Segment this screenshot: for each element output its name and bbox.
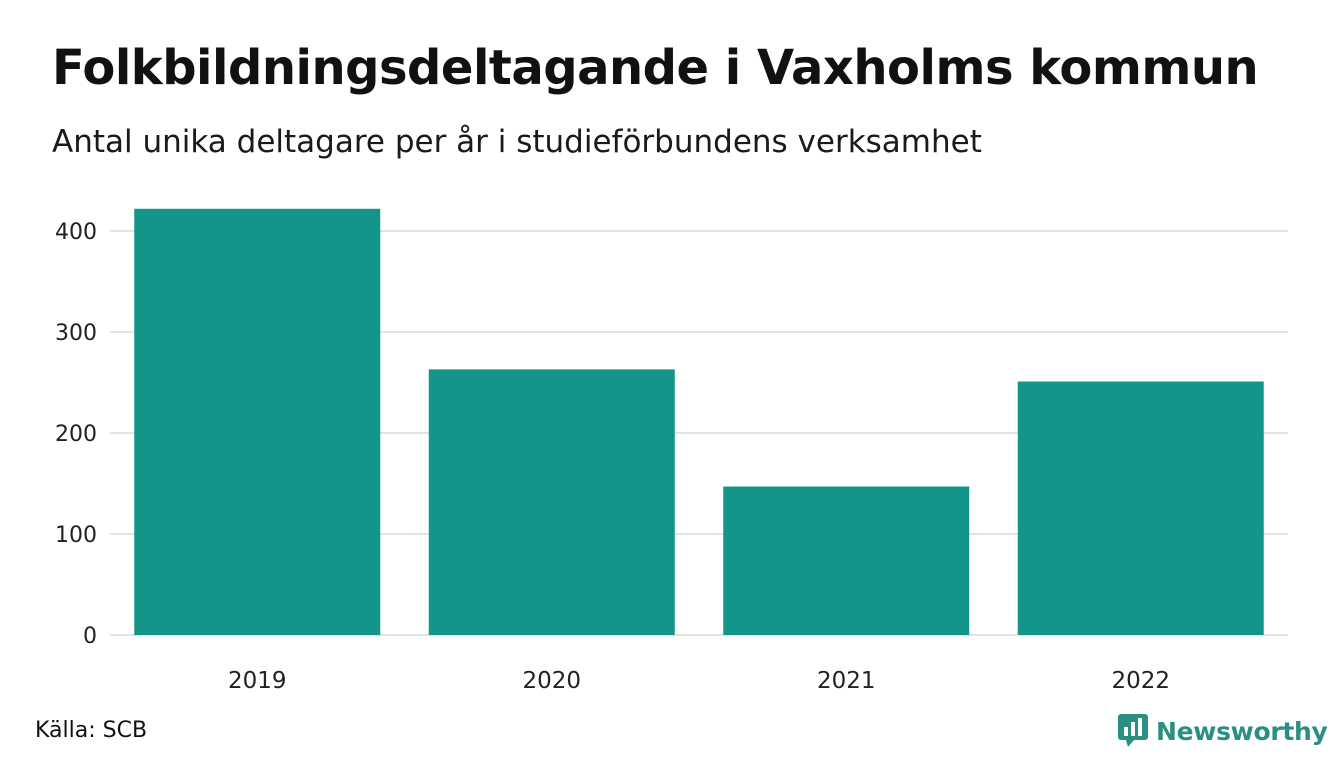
x-tick-label: 2022 bbox=[1111, 668, 1170, 694]
brand-name: Newsworthy bbox=[1156, 716, 1328, 746]
chart-subtitle: Antal unika deltagare per år i studieför… bbox=[52, 124, 982, 160]
y-tick-label: 400 bbox=[55, 220, 97, 245]
chart-title: Folkbildningsdeltagande i Vaxholms kommu… bbox=[52, 40, 1259, 96]
bar-2021 bbox=[723, 486, 970, 635]
bar-2019 bbox=[134, 208, 381, 635]
bars bbox=[134, 208, 1264, 635]
bar-2022 bbox=[1017, 381, 1264, 635]
axis-labels: 0 100 200 300 400 2019 2020 2021 2022 bbox=[55, 220, 1170, 694]
y-tick-label: 200 bbox=[55, 422, 97, 447]
brand-logo: Newsworthy bbox=[1118, 714, 1328, 748]
newsworthy-logo-icon bbox=[1118, 714, 1148, 747]
source-note: Källa: SCB bbox=[35, 718, 148, 743]
y-tick-label: 100 bbox=[55, 523, 97, 548]
bar-2020 bbox=[428, 369, 675, 635]
y-tick-label: 300 bbox=[55, 321, 97, 346]
x-tick-label: 2019 bbox=[228, 668, 287, 694]
x-tick-label: 2020 bbox=[522, 668, 581, 694]
x-tick-label: 2021 bbox=[817, 668, 876, 694]
y-tick-label: 0 bbox=[83, 624, 97, 649]
